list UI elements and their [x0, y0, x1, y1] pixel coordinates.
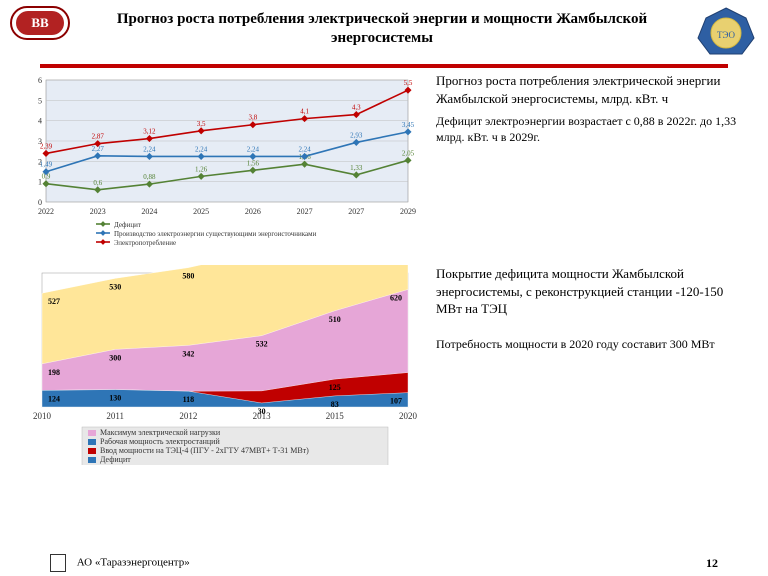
svg-text:4,1: 4,1 — [300, 108, 309, 116]
page-number: 12 — [706, 556, 718, 571]
svg-text:2,87: 2,87 — [92, 133, 105, 141]
svg-text:Ввод мощности на ТЭЦ-4 (ПГУ -: Ввод мощности на ТЭЦ-4 (ПГУ - 2хГТУ 47МВ… — [100, 446, 309, 455]
svg-text:0,88: 0,88 — [143, 173, 156, 181]
svg-text:3,12: 3,12 — [143, 128, 156, 136]
svg-text:2011: 2011 — [106, 411, 124, 421]
text-block-1-sub: Дефицит электроэнергии возрастает с 0,88… — [436, 113, 750, 145]
svg-text:83: 83 — [331, 400, 339, 409]
svg-text:1,56: 1,56 — [247, 159, 260, 167]
svg-text:6: 6 — [38, 76, 42, 85]
svg-text:300: 300 — [109, 353, 121, 362]
svg-text:Дефицит: Дефицит — [114, 221, 141, 229]
svg-text:527: 527 — [48, 297, 60, 306]
svg-text:2022: 2022 — [38, 207, 54, 216]
svg-text:Рабочая мощность электростанци: Рабочая мощность электростанций — [100, 437, 220, 446]
doc-icon — [50, 554, 66, 572]
svg-text:2012: 2012 — [179, 411, 197, 421]
svg-text:2027: 2027 — [348, 207, 364, 216]
svg-text:2029: 2029 — [400, 207, 416, 216]
svg-text:532: 532 — [256, 340, 268, 349]
svg-text:2,24: 2,24 — [143, 145, 156, 153]
svg-text:2,24: 2,24 — [298, 145, 311, 153]
svg-text:130: 130 — [109, 394, 121, 403]
logo-left-text: ВВ — [16, 11, 64, 35]
svg-text:107: 107 — [390, 397, 402, 406]
svg-text:1,49: 1,49 — [40, 161, 53, 169]
svg-text:5: 5 — [38, 96, 42, 105]
svg-text:4: 4 — [38, 117, 42, 126]
svg-text:2010: 2010 — [33, 411, 52, 421]
page-title: Прогноз роста потребления электрической … — [78, 6, 686, 48]
svg-text:2,39: 2,39 — [40, 142, 53, 150]
svg-text:2,24: 2,24 — [195, 145, 208, 153]
area-chart: 5275305806307209501983003425325106201251… — [18, 265, 418, 465]
chart-1-container: 0123456202220232024202520262027202720290… — [18, 72, 418, 257]
svg-text:342: 342 — [182, 349, 194, 358]
svg-text:198: 198 — [48, 368, 60, 377]
svg-text:Максимум электрической нагрузк: Максимум электрической нагрузки — [100, 428, 221, 437]
svg-text:3,5: 3,5 — [197, 120, 206, 128]
svg-text:2015: 2015 — [326, 411, 345, 421]
svg-text:2025: 2025 — [193, 207, 209, 216]
logo-left: ВВ — [10, 6, 70, 40]
svg-text:0,6: 0,6 — [93, 179, 102, 187]
svg-text:4,3: 4,3 — [352, 104, 361, 112]
svg-text:Производство электроэнергии су: Производство электроэнергии существующим… — [114, 230, 317, 238]
svg-text:510: 510 — [329, 315, 341, 324]
svg-text:Дефицит: Дефицит — [100, 455, 131, 464]
svg-text:2027: 2027 — [297, 207, 313, 216]
svg-text:Электропотребление: Электропотребление — [114, 239, 176, 247]
svg-text:1,33: 1,33 — [350, 164, 363, 172]
footer-left: АО «Таразэнергоцентр» — [50, 554, 190, 572]
logo-right: ТЭО — [694, 6, 758, 58]
line-chart: 0123456202220232024202520262027202720290… — [18, 72, 418, 252]
svg-text:620: 620 — [390, 293, 402, 302]
svg-text:5,5: 5,5 — [404, 79, 413, 87]
svg-text:2,93: 2,93 — [350, 131, 363, 139]
svg-text:0: 0 — [38, 198, 42, 207]
svg-text:2,24: 2,24 — [247, 145, 260, 153]
svg-text:580: 580 — [182, 272, 194, 281]
svg-text:1,26: 1,26 — [195, 165, 208, 173]
text-block-2-sub: Потребность мощности в 2020 году состави… — [436, 336, 750, 352]
svg-text:124: 124 — [48, 394, 60, 403]
svg-text:2020: 2020 — [399, 411, 418, 421]
svg-text:2023: 2023 — [90, 207, 106, 216]
svg-text:ТЭО: ТЭО — [717, 30, 736, 40]
svg-text:2024: 2024 — [141, 207, 157, 216]
svg-text:3,8: 3,8 — [248, 114, 257, 122]
chart-2-container: 5275305806307209501983003425325106201251… — [18, 265, 418, 470]
svg-text:3,45: 3,45 — [402, 121, 415, 129]
text-block-2: Покрытие дефицита мощности Жамбылской эн… — [436, 265, 750, 318]
svg-text:125: 125 — [329, 383, 341, 392]
svg-text:2,05: 2,05 — [402, 149, 415, 157]
text-block-1: Прогноз роста потребления электрической … — [436, 72, 750, 107]
svg-text:2026: 2026 — [245, 207, 261, 216]
svg-text:530: 530 — [109, 282, 121, 291]
footer-company: АО «Таразэнергоцентр» — [77, 557, 190, 569]
svg-text:2013: 2013 — [253, 411, 272, 421]
svg-text:118: 118 — [183, 395, 195, 404]
